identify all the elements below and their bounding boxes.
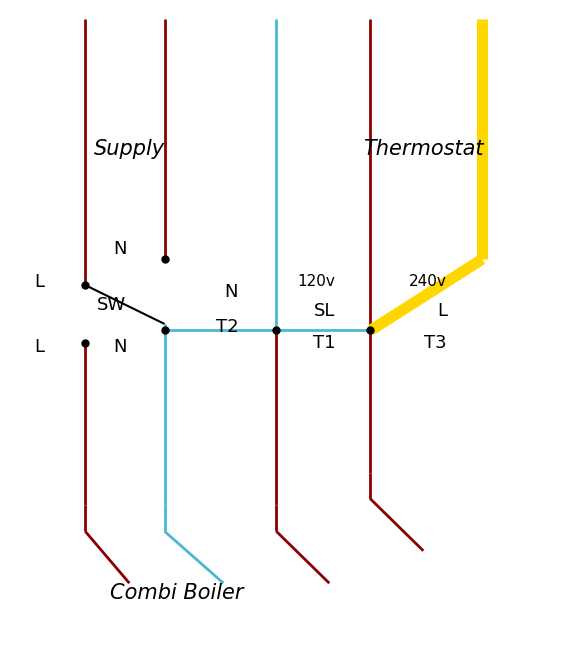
Text: N: N — [113, 240, 126, 259]
Text: Thermostat: Thermostat — [363, 139, 483, 159]
Text: Supply: Supply — [94, 139, 165, 159]
Text: SL: SL — [314, 302, 335, 320]
Text: N: N — [113, 338, 126, 356]
Text: T1: T1 — [313, 334, 335, 353]
Text: Combi Boiler: Combi Boiler — [109, 583, 243, 603]
Text: 240v: 240v — [409, 274, 447, 290]
Text: T2: T2 — [216, 318, 238, 336]
Text: SW: SW — [97, 295, 126, 314]
Text: L: L — [437, 302, 447, 320]
Text: L: L — [34, 273, 44, 291]
Text: 120v: 120v — [298, 274, 335, 290]
Text: L: L — [34, 338, 44, 356]
Text: T3: T3 — [425, 334, 447, 353]
Text: N: N — [225, 283, 238, 301]
